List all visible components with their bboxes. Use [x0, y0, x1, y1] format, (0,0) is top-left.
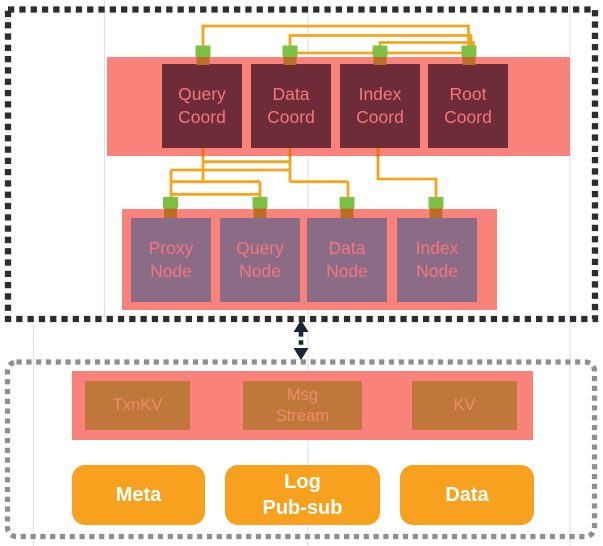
- coord-box-label: Data Coord: [267, 84, 315, 127]
- port-green-icon: [339, 197, 355, 209]
- storage-box-label: KV: [453, 396, 476, 415]
- coord-box-label: Index Coord: [356, 84, 404, 127]
- service-box-data: Data: [400, 465, 534, 525]
- node-box-label: Query Node: [236, 238, 284, 281]
- coord-box-label: Root Coord: [444, 84, 492, 127]
- storage-box-label: TxnKV: [112, 396, 163, 415]
- coord-box-data: Data Coord: [251, 64, 331, 148]
- port-green-icon: [282, 45, 298, 57]
- coord-box-index: Index Coord: [340, 64, 420, 148]
- node-box-query: Query Node: [220, 218, 300, 302]
- storage-box-msgstream: Msg Stream: [243, 381, 362, 430]
- port-green-icon: [428, 197, 444, 209]
- section-link-arrow-icon: [293, 320, 309, 360]
- port-green-icon: [252, 197, 268, 209]
- coord-to-node-connectors: [169, 156, 438, 199]
- node-box-label: Index Node: [415, 238, 459, 281]
- service-box-meta: Meta: [72, 465, 205, 525]
- storage-box-kv: KV: [412, 381, 517, 430]
- storage-box-txnkv: TxnKV: [85, 381, 190, 430]
- service-box-label: Data: [445, 484, 489, 506]
- coord-box-root: Root Coord: [428, 64, 508, 148]
- node-box-proxy: Proxy Node: [131, 218, 211, 302]
- service-box-label: Meta: [115, 484, 162, 506]
- coord-to-root-connectors: [201, 24, 475, 55]
- coord-box-label: Query Coord: [178, 84, 226, 127]
- service-box-log: Log Pub-sub: [225, 465, 380, 525]
- service-box-label: Log Pub-sub: [262, 471, 343, 519]
- coord-box-query: Query Coord: [162, 64, 242, 148]
- node-box-data: Data Node: [307, 218, 387, 302]
- port-green-icon: [461, 45, 477, 57]
- port-green-icon: [195, 45, 211, 57]
- port-green-icon: [372, 45, 388, 57]
- storage-box-label: Msg Stream: [275, 385, 330, 425]
- port-green-icon: [163, 197, 178, 209]
- node-box-index: Index Node: [397, 218, 477, 302]
- node-box-label: Proxy Node: [148, 238, 194, 281]
- node-box-label: Data Node: [326, 238, 368, 281]
